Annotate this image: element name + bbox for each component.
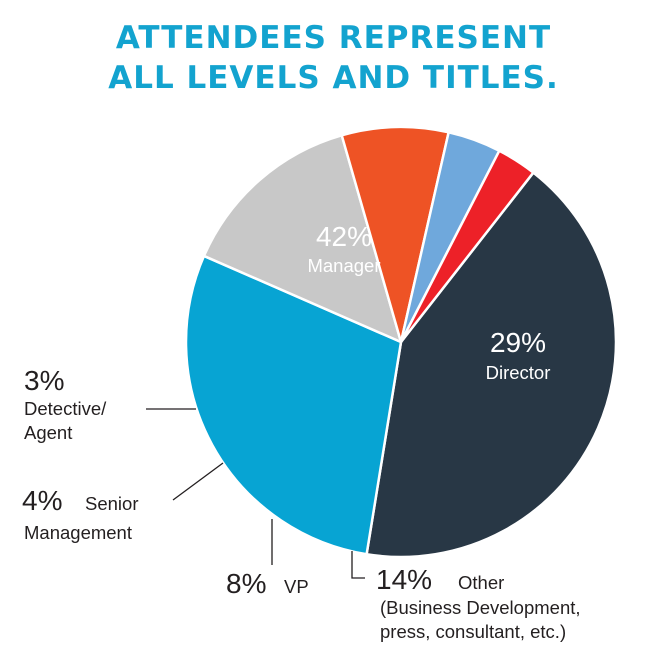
slice-pct-director: 29% xyxy=(490,327,546,358)
slice-label-detective-agent: Detective/ xyxy=(24,398,107,419)
slice-sublabel1-other: (Business Development, xyxy=(380,597,581,618)
slice-pct-other: 14% xyxy=(376,564,432,595)
slice-pct-detective-agent: 3% xyxy=(24,365,64,396)
slice-pct-senior-management: 4% xyxy=(22,485,62,516)
leader-line-other xyxy=(351,551,365,579)
slice-label-vp: VP xyxy=(284,576,309,597)
slice-label2-detective-agent: Agent xyxy=(24,422,72,443)
slice-label-director: Director xyxy=(486,362,551,383)
leader-lines xyxy=(146,408,365,579)
slice-pct-manager: 42% xyxy=(316,221,372,252)
pie-slice-director xyxy=(184,254,403,556)
slice-label-other: Other xyxy=(458,572,504,593)
slice-label-senior-management: Senior xyxy=(85,493,138,514)
pie-slices xyxy=(184,125,618,559)
pie-slice-vp xyxy=(340,125,450,344)
pie-slice-other xyxy=(202,134,403,344)
chart-title-line-2: ALL LEVELS AND TITLES. xyxy=(108,60,559,96)
slice-sublabel2-other: press, consultant, etc.) xyxy=(380,621,566,642)
slice-label-manager: Manager xyxy=(307,255,380,276)
pie-slice-detective-agent xyxy=(399,149,535,344)
slice-label2-senior-management: Management xyxy=(24,522,132,543)
leader-line-senior-management xyxy=(172,462,224,501)
pie-slice-manager xyxy=(365,171,618,559)
chart-title-line-1: ATTENDEES REPRESENT xyxy=(115,20,552,56)
slice-pct-vp: 8% xyxy=(226,568,266,599)
